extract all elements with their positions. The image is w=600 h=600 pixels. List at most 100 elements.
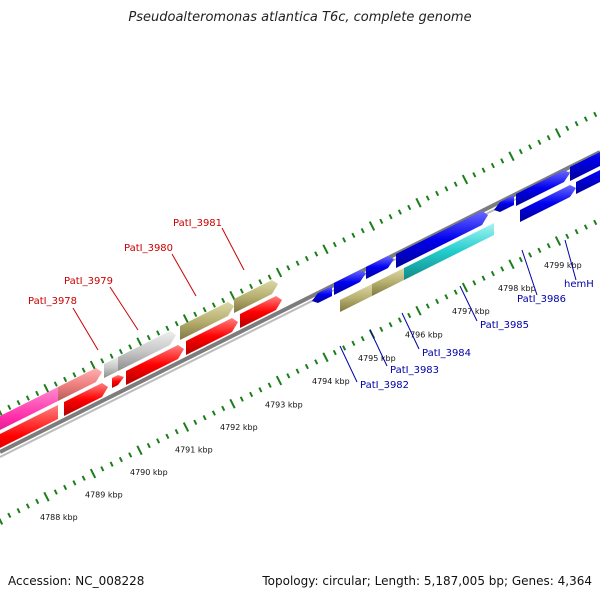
outer-tick <box>461 174 469 185</box>
outer-tick <box>397 209 402 215</box>
accession-text: Accession: NC_008228 <box>8 574 145 588</box>
gene-feature <box>126 345 184 385</box>
gene-label: PatI_3985 <box>480 320 529 331</box>
gene-label: PatI_3978 <box>28 296 77 307</box>
inner-tick <box>221 405 226 412</box>
outer-tick <box>472 172 477 178</box>
outer-tick <box>72 372 77 378</box>
outer-tick <box>53 381 58 387</box>
outer-tick <box>81 367 86 373</box>
gene-feature <box>112 375 124 388</box>
outer-tick <box>444 186 449 192</box>
outer-tick <box>342 237 347 243</box>
outer-tick <box>593 111 598 118</box>
inner-tick <box>461 282 469 293</box>
outer-tick <box>165 325 170 331</box>
outer-tick <box>574 121 579 127</box>
inner-tick <box>425 303 430 309</box>
inner-tick <box>351 340 356 346</box>
outer-tick <box>508 151 515 162</box>
kbp-scale-labels: 4788 kbp 4789 kbp 4790 kbp 4791 kbp 4792 kbp… <box>40 261 582 522</box>
outer-tick <box>182 314 190 324</box>
inner-tick <box>286 373 291 379</box>
gene-label-leader <box>521 249 538 296</box>
kbp-label: 4799 kbp <box>544 261 582 270</box>
inner-tick <box>500 266 505 272</box>
inner-tick <box>16 508 21 514</box>
outer-tick <box>583 116 588 122</box>
inner-tick <box>472 280 477 286</box>
kbp-label: 4794 kbp <box>312 377 350 386</box>
outer-tick <box>258 279 263 285</box>
kbp-label: 4788 kbp <box>40 513 78 522</box>
kbp-label: 4795 kbp <box>358 354 396 363</box>
inner-tick <box>314 359 319 365</box>
gene-feature <box>516 170 570 206</box>
inner-tick <box>537 247 542 253</box>
outer-tick <box>25 395 30 401</box>
inner-tick <box>508 259 515 270</box>
outer-tick <box>546 134 551 141</box>
gene-feature <box>186 318 238 355</box>
gene-label: PatI_3984 <box>422 348 471 359</box>
inner-tick <box>415 305 422 316</box>
gene-features <box>0 152 600 448</box>
inner-tick <box>275 375 283 386</box>
inner-tick <box>546 242 551 249</box>
outer-tick <box>43 383 50 394</box>
gene-feature <box>312 286 332 303</box>
gene-feature <box>494 195 514 212</box>
inner-tick <box>63 484 68 491</box>
inner-tick <box>136 445 143 456</box>
gene-feature <box>0 387 58 430</box>
kbp-label: 4796 kbp <box>405 331 443 340</box>
inner-tick <box>118 456 123 463</box>
topology-summary: Topology: circular; Length: 5,187,005 bp… <box>262 574 592 588</box>
outer-tick <box>100 358 105 364</box>
gene-feature <box>64 383 108 416</box>
outer-tick <box>314 251 319 257</box>
outer-tick <box>249 283 254 290</box>
kbp-label: 4798 kbp <box>498 284 536 293</box>
outer-tick <box>554 128 562 138</box>
inner-tick <box>146 442 151 449</box>
outer-tick <box>415 197 422 208</box>
inner-tick <box>593 219 598 226</box>
gene-feature <box>0 405 58 448</box>
inner-tick <box>360 335 365 342</box>
outer-tick <box>63 376 68 383</box>
inner-tick <box>388 322 393 328</box>
inner-tick <box>53 489 58 495</box>
inner-tick <box>100 466 105 472</box>
outer-tick <box>388 214 393 220</box>
inner-tick <box>72 480 77 486</box>
inner-tick <box>379 326 384 333</box>
gene-feature <box>180 302 234 340</box>
inner-tick <box>574 229 579 235</box>
gene-feature <box>104 357 118 378</box>
outer-tick <box>528 144 533 150</box>
gene-label-leader <box>221 227 245 271</box>
kbp-label: 4792 kbp <box>220 423 258 432</box>
outer-tick <box>351 232 356 238</box>
outer-tick <box>118 348 123 355</box>
outer-tick <box>193 311 198 318</box>
gene-feature <box>520 185 576 222</box>
inner-tick <box>174 428 179 435</box>
outer-tick <box>453 181 458 187</box>
inner-tick <box>342 345 347 351</box>
kbp-label: 4797 kbp <box>452 307 490 316</box>
outer-tick <box>490 162 495 169</box>
inner-tick <box>295 368 300 374</box>
gene-label-leader <box>72 307 99 351</box>
outer-tick <box>368 221 376 231</box>
outer-tick-ring <box>0 111 598 417</box>
inner-tick <box>583 224 588 230</box>
outer-tick <box>500 158 505 164</box>
gene-feature <box>334 270 366 295</box>
outer-tick <box>174 320 179 327</box>
inner-tick <box>239 396 244 402</box>
gene-feature <box>240 296 282 328</box>
outer-tick <box>332 241 337 248</box>
inner-tick <box>211 410 216 416</box>
